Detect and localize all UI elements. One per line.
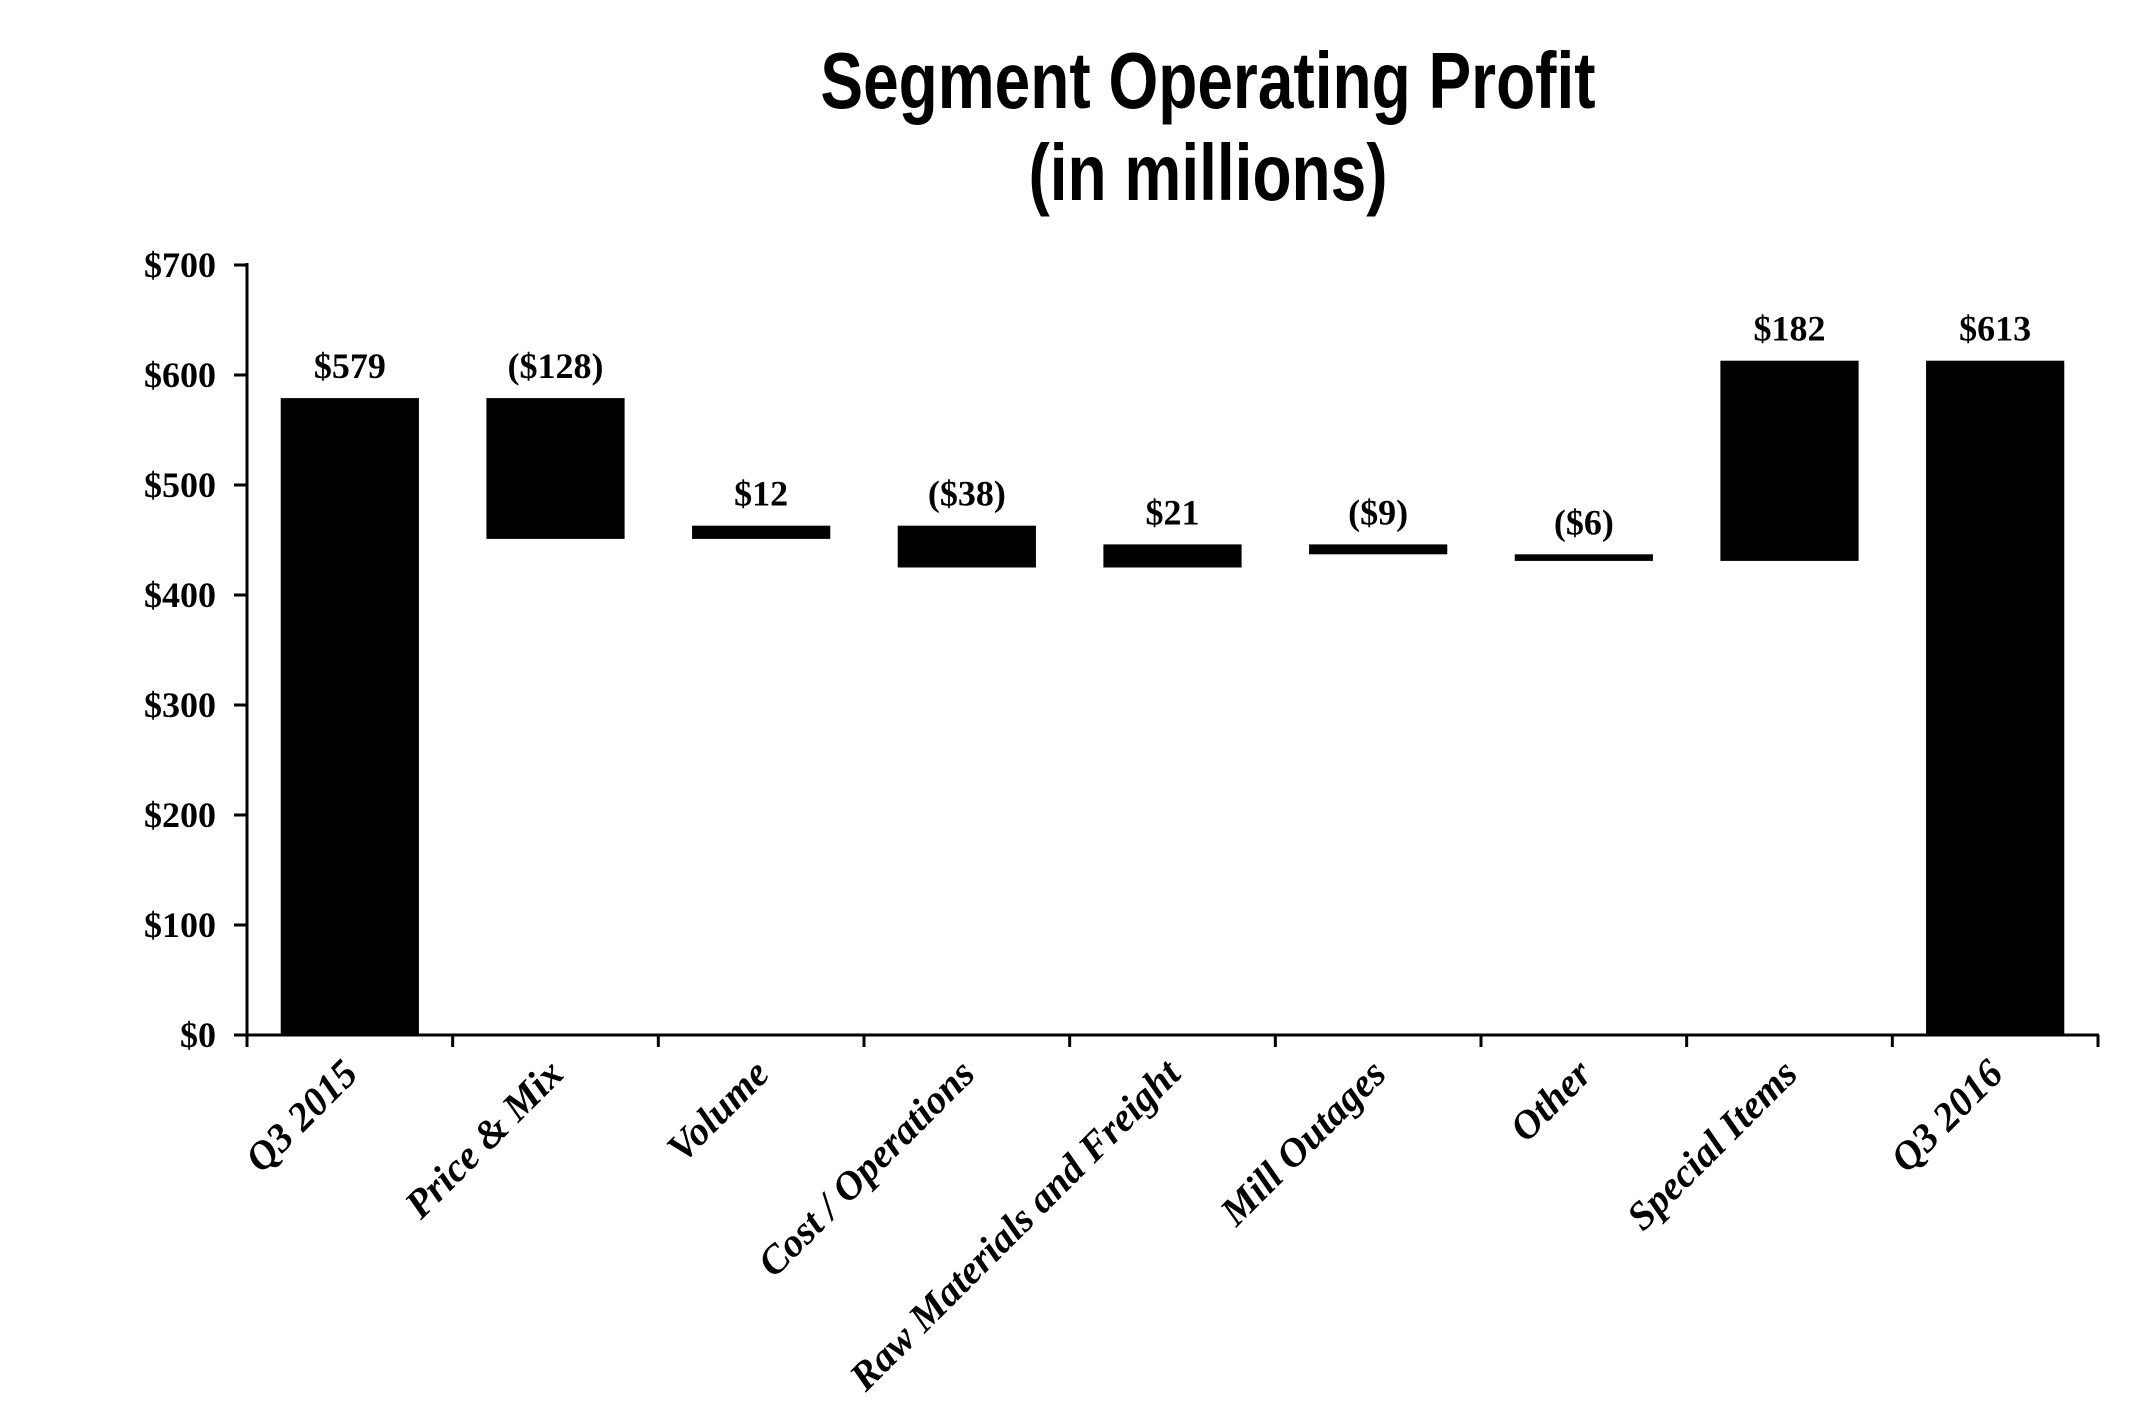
bar-value-label: ($128) <box>508 346 604 386</box>
bar-value-label: ($9) <box>1348 492 1408 532</box>
x-category-label: Mill Outages <box>1210 1051 1394 1235</box>
bar <box>897 525 1036 568</box>
bar-value-label: $613 <box>1959 309 2031 349</box>
y-tick-label: $500 <box>144 465 216 505</box>
chart-subtitle: (in millions) <box>1028 128 1388 217</box>
bar-value-label: $182 <box>1754 309 1826 349</box>
y-tick-label: $700 <box>144 245 216 285</box>
bar <box>1926 360 2065 1035</box>
bar <box>1103 544 1242 568</box>
bar-value-label: ($38) <box>928 474 1006 514</box>
x-category-label: Raw Materials and Freight <box>840 1049 1191 1400</box>
bar <box>280 398 419 1036</box>
bar-value-label: $579 <box>314 346 386 386</box>
bar <box>1720 360 1859 561</box>
bar-value-label: ($6) <box>1554 502 1614 542</box>
y-tick-label: $600 <box>144 355 216 395</box>
bar <box>1309 544 1448 555</box>
y-tick-label: $300 <box>144 685 216 725</box>
x-category-label: Cost / Operations <box>749 1051 984 1286</box>
y-tick-label: $400 <box>144 575 216 615</box>
x-category-label: Volume <box>658 1051 778 1171</box>
chart-title: Segment Operating Profit <box>820 36 1596 125</box>
x-category-label: Other <box>1501 1050 1601 1150</box>
x-category-label: Q3 2015 <box>236 1051 366 1181</box>
y-tick-label: $200 <box>144 795 216 835</box>
y-tick-label: $0 <box>180 1015 216 1055</box>
bar <box>1514 554 1653 561</box>
bar <box>486 398 625 539</box>
x-category-label: Special Items <box>1618 1051 1806 1239</box>
bar <box>692 525 831 539</box>
bar-value-label: $21 <box>1146 492 1200 532</box>
x-category-label: Q3 2016 <box>1882 1051 2012 1181</box>
x-category-label: Price & Mix <box>395 1051 572 1228</box>
y-tick-label: $100 <box>144 905 216 945</box>
bar-value-label: $12 <box>734 474 788 514</box>
